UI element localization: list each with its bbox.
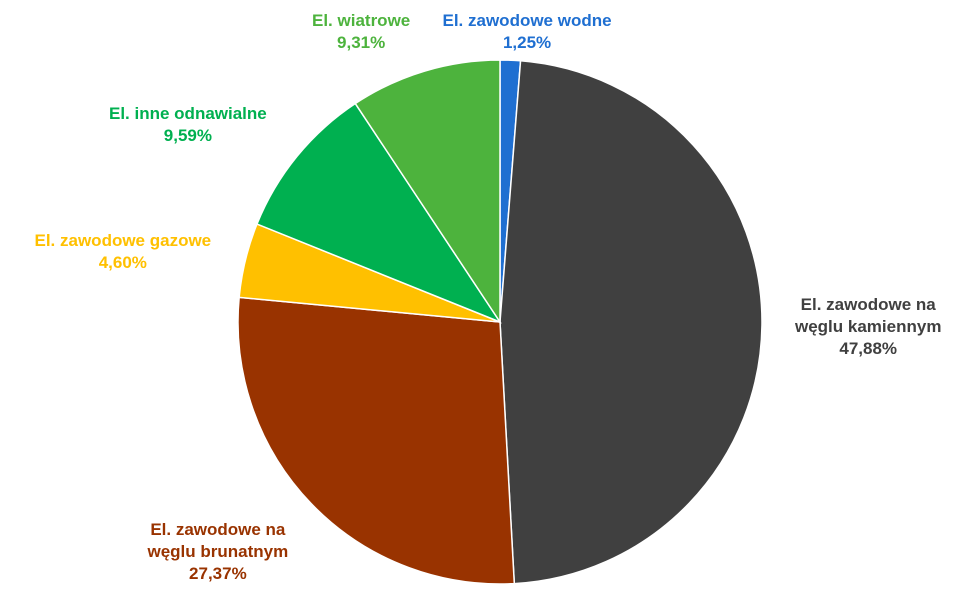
slice-label-name: węglu brunatnym <box>147 542 289 561</box>
slice-label-name: El. zawodowe gazowe <box>34 231 212 250</box>
pie-slice <box>354 59 501 325</box>
slice-label: El. wiatrowe 9,31% <box>312 10 410 54</box>
slice-label-name: El. zawodowe wodne <box>442 11 612 30</box>
slice-label: El. zawodowe na węglu brunatnym 27,37% <box>148 519 289 585</box>
slice-label: El. zawodowe gazowe 4,60% <box>35 230 212 274</box>
slice-label-value: 9,59% <box>163 126 212 145</box>
slice-label-value: 27,37% <box>189 564 247 583</box>
pie-slice <box>499 60 763 585</box>
slice-label: El. zawodowe wodne 1,25% <box>443 10 612 54</box>
slice-label-value: 4,60% <box>98 253 147 272</box>
slice-label-value: 9,31% <box>337 33 386 52</box>
slice-label: El. inne odnawialne 9,59% <box>109 103 267 147</box>
slice-label-name: El. inne odnawialne <box>109 104 267 123</box>
pie-slice <box>256 102 502 324</box>
slice-label-value: 47,88% <box>839 339 898 358</box>
pie-slices <box>237 59 763 585</box>
slice-label-name: węglu kamiennym <box>795 317 942 336</box>
slice-label: El. zawodowe na węglu kamiennym 47,88% <box>795 294 941 360</box>
slice-label-name: El. wiatrowe <box>312 11 411 30</box>
slice-label-name: El. zawodowe na <box>150 520 286 539</box>
slice-label-value: 1,25% <box>502 33 552 52</box>
pie-slice <box>237 296 516 585</box>
slice-label-name: El. zawodowe na <box>800 295 936 314</box>
